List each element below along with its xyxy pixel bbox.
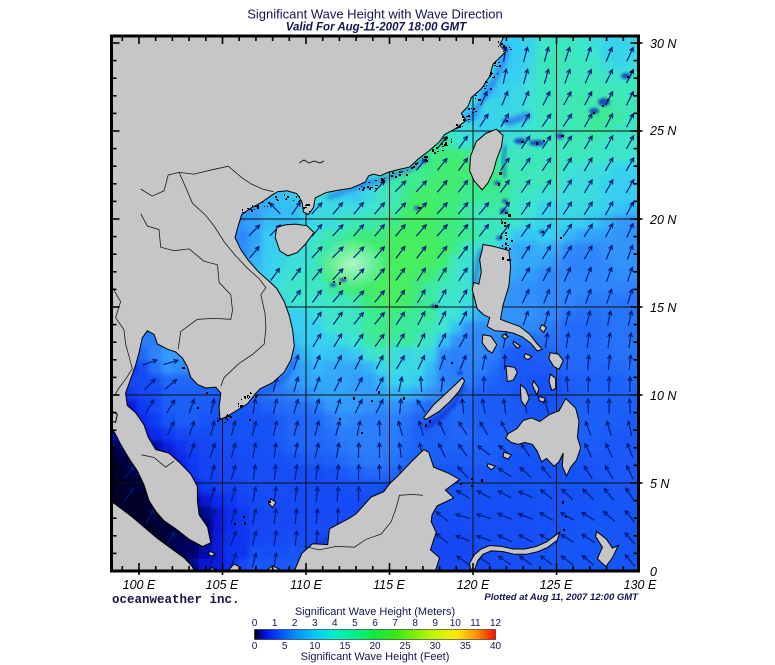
svg-text:130 E: 130 E <box>624 578 657 592</box>
svg-text:120 E: 120 E <box>457 578 490 592</box>
svg-text:105 E: 105 E <box>206 578 239 592</box>
svg-text:Significant Wave Height with W: Significant Wave Height with Wave Direct… <box>247 7 503 22</box>
svg-text:10 N: 10 N <box>650 389 677 403</box>
svg-text:5: 5 <box>282 641 288 652</box>
svg-text:25: 25 <box>400 641 412 652</box>
svg-text:15 N: 15 N <box>650 301 677 315</box>
svg-text:Significant Wave Height (Feet): Significant Wave Height (Feet) <box>301 651 450 663</box>
svg-text:Plotted at Aug 11, 2007 12:00: Plotted at Aug 11, 2007 12:00 GMT <box>484 592 639 603</box>
svg-text:4: 4 <box>332 618 338 629</box>
svg-text:10: 10 <box>309 641 321 652</box>
svg-text:Significant Wave Height (Meter: Significant Wave Height (Meters) <box>295 606 455 618</box>
svg-text:0: 0 <box>650 565 657 579</box>
svg-text:12: 12 <box>490 618 502 629</box>
svg-text:100 E: 100 E <box>123 578 156 592</box>
svg-text:20: 20 <box>369 641 381 652</box>
svg-text:5: 5 <box>352 618 358 629</box>
svg-text:35: 35 <box>460 641 472 652</box>
svg-text:15: 15 <box>339 641 351 652</box>
svg-text:110 E: 110 E <box>290 578 322 592</box>
svg-text:20 N: 20 N <box>649 213 677 227</box>
svg-text:30: 30 <box>430 641 442 652</box>
svg-text:1: 1 <box>272 618 278 629</box>
svg-text:Valid For Aug-11-2007 18:00 GM: Valid For Aug-11-2007 18:00 GMT <box>286 22 467 34</box>
svg-text:30 N: 30 N <box>650 37 677 51</box>
svg-text:8: 8 <box>412 618 418 629</box>
svg-text:5 N: 5 N <box>650 477 670 491</box>
svg-text:10: 10 <box>450 618 462 629</box>
svg-text:7: 7 <box>392 618 398 629</box>
svg-text:9: 9 <box>432 618 438 629</box>
svg-text:3: 3 <box>312 618 318 629</box>
svg-text:6: 6 <box>372 618 378 629</box>
svg-text:125 E: 125 E <box>540 578 573 592</box>
svg-text:25 N: 25 N <box>649 124 677 138</box>
svg-text:2: 2 <box>292 618 298 629</box>
svg-text:11: 11 <box>470 618 481 629</box>
svg-text:oceanweather inc.: oceanweather inc. <box>112 593 240 607</box>
svg-text:0: 0 <box>252 641 258 652</box>
svg-text:40: 40 <box>490 641 502 652</box>
svg-text:0: 0 <box>252 618 258 629</box>
svg-text:115 E: 115 E <box>373 578 405 592</box>
